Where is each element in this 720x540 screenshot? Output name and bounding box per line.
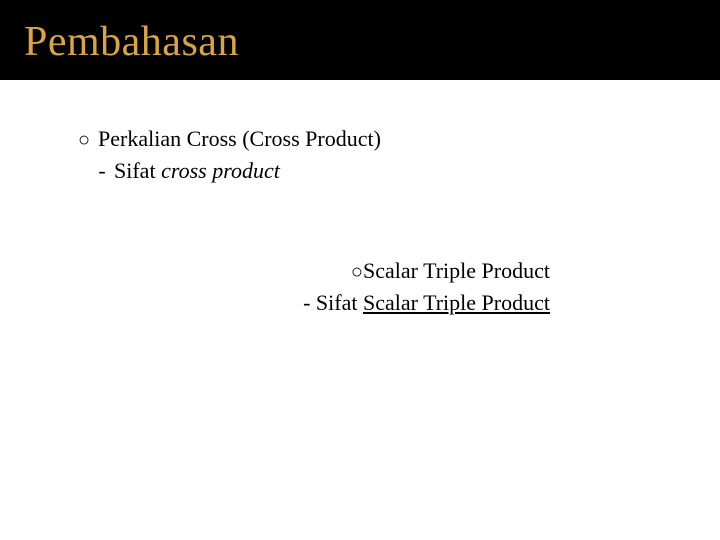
dash-icon: - [90, 156, 114, 186]
topic-block-2: ○Scalar Triple Product - Sifat Scalar Tr… [78, 256, 660, 318]
bullet-icon: ○ [78, 127, 98, 154]
bullet-item-cross-product: ○Perkalian Cross (Cross Product) [78, 124, 660, 154]
dash-italic-text: cross product [161, 158, 280, 183]
dash-prefix: - Sifat [303, 290, 363, 315]
dash-underline-text: Scalar Triple Product [363, 290, 550, 315]
sub-item-cross-product: -Sifat cross product [78, 156, 660, 186]
sub-item-scalar-triple: - Sifat Scalar Triple Product [78, 288, 550, 318]
bullet-item-scalar-triple: ○Scalar Triple Product [78, 256, 550, 286]
slide-content: ○Perkalian Cross (Cross Product) -Sifat … [0, 86, 720, 317]
dash-prefix: Sifat [114, 158, 161, 183]
bullet-text: Scalar Triple Product [363, 258, 550, 283]
slide-header: Pembahasan [0, 0, 720, 80]
slide-title: Pembahasan [24, 18, 696, 66]
bullet-icon: ○ [343, 259, 363, 286]
bullet-text: Perkalian Cross (Cross Product) [98, 126, 381, 151]
topic-block-1: ○Perkalian Cross (Cross Product) -Sifat … [78, 124, 660, 186]
